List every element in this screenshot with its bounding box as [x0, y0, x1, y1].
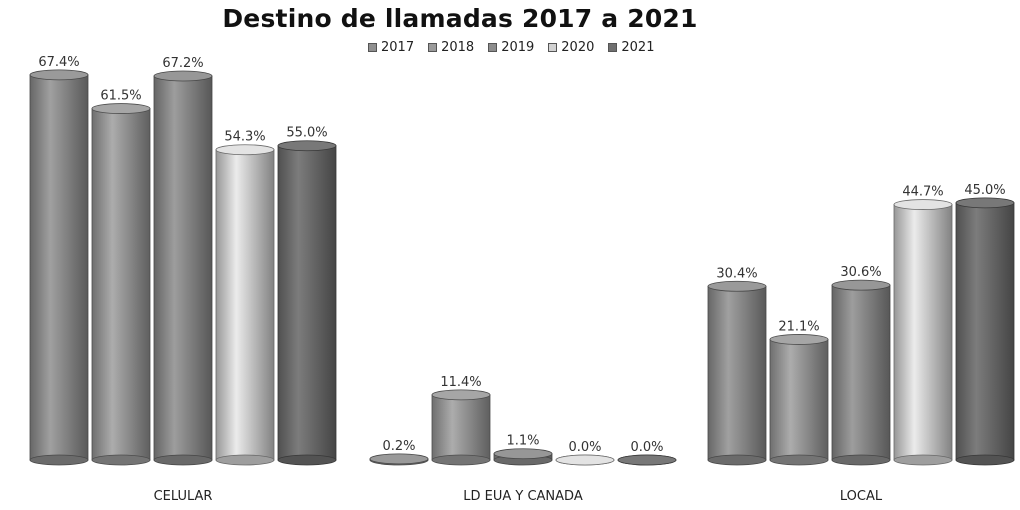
legend-swatch-2018 [428, 43, 438, 52]
bar-2019-2 [831, 284, 891, 461]
data-label-2017-0: 67.4% [38, 55, 79, 70]
bars-layer: 67.4% 61.5% 67.2% 54.3% 55.0% 0.2% 11.4% 1.1% 0.… [29, 55, 1015, 466]
bar-cap-2020-2 [893, 199, 953, 210]
bar-cap-2018-2 [769, 334, 829, 345]
data-label-2020-0: 54.3% [224, 130, 265, 145]
bar-base-2019-2 [831, 454, 891, 466]
legend-swatch-2019 [488, 43, 498, 52]
bar-cap-2019-2 [831, 279, 891, 291]
bar-cap-2020-0 [215, 144, 275, 156]
bar-2020-2 [893, 204, 953, 461]
legend-item-2020: 2020 [548, 40, 594, 55]
legend-label-2021: 2021 [621, 40, 655, 55]
bar-cap-2021-2 [955, 197, 1015, 209]
category-labels: CELULAR LD EUA Y CANADA LOCAL [154, 489, 883, 504]
data-label-2017-2: 30.4% [716, 266, 757, 281]
category-label-0: CELULAR [154, 489, 213, 504]
data-label-2019-1: 1.1% [506, 434, 539, 449]
legend: 2017 2018 2019 2020 2021 [368, 40, 654, 55]
legend-label-2020: 2020 [561, 40, 595, 55]
data-label-2020-2: 44.7% [902, 185, 943, 200]
bar-cap-2018-0 [91, 103, 151, 114]
bar-cap-2021-1 [617, 454, 677, 466]
legend-item-2018: 2018 [428, 40, 474, 55]
bar-2018-2 [769, 339, 829, 461]
bar-cap-2017-0 [29, 69, 89, 81]
legend-item-2021: 2021 [608, 40, 654, 55]
data-label-2021-0: 55.0% [286, 126, 327, 141]
data-label-2019-2: 30.6% [840, 265, 881, 280]
bar-2017-0 [29, 74, 89, 461]
legend-swatch-2021 [608, 43, 618, 52]
bar-base-2020-2 [893, 454, 953, 466]
bar-base-2020-0 [215, 454, 275, 466]
bar-base-2021-2 [955, 454, 1015, 466]
category-label-1: LD EUA Y CANADA [463, 489, 583, 504]
bar-base-2017-2 [707, 454, 767, 466]
bar-2021-2 [955, 202, 1015, 461]
bar-2021-0 [277, 145, 337, 461]
data-label-2021-2: 45.0% [964, 183, 1005, 198]
bar-2017-2 [707, 285, 767, 461]
bar-cap-2021-0 [277, 140, 337, 152]
bar-2018-1 [431, 394, 491, 461]
chart-title: Destino de llamadas 2017 a 2021 [222, 4, 698, 33]
data-label-2019-0: 67.2% [162, 56, 203, 71]
data-label-2020-1: 0.0% [568, 440, 601, 455]
bar-base-2021-0 [277, 454, 337, 466]
bar-2018-0 [91, 108, 151, 461]
legend-label-2017: 2017 [381, 40, 415, 55]
legend-label-2018: 2018 [441, 40, 475, 55]
bar-2020-0 [215, 149, 275, 461]
bar-cap-2018-1 [431, 389, 491, 401]
data-label-2021-1: 0.0% [630, 440, 663, 455]
bar-cap-2017-1 [369, 453, 429, 465]
bar-2019-0 [153, 75, 213, 461]
legend-swatch-2020 [548, 43, 558, 52]
bar-cap-2017-2 [707, 280, 767, 292]
bar-base-2017-0 [29, 454, 89, 466]
bar-cap-2020-1 [555, 454, 615, 466]
bar-base-2018-1 [431, 454, 491, 466]
bar-cap-2019-1 [493, 448, 553, 460]
legend-item-2017: 2017 [368, 40, 414, 55]
data-label-2017-1: 0.2% [382, 439, 415, 454]
legend-swatch-2017 [368, 43, 377, 52]
legend-label-2019: 2019 [501, 40, 535, 55]
legend-item-2019: 2019 [488, 40, 534, 55]
category-label-2: LOCAL [840, 489, 883, 504]
bar-cap-2019-0 [153, 70, 213, 82]
bar-base-2018-0 [91, 454, 151, 466]
bar-base-2018-2 [769, 454, 829, 466]
bar-base-2019-0 [153, 454, 213, 466]
data-label-2018-2: 21.1% [778, 319, 819, 334]
data-label-2018-0: 61.5% [100, 89, 141, 104]
data-label-2018-1: 11.4% [440, 375, 481, 390]
